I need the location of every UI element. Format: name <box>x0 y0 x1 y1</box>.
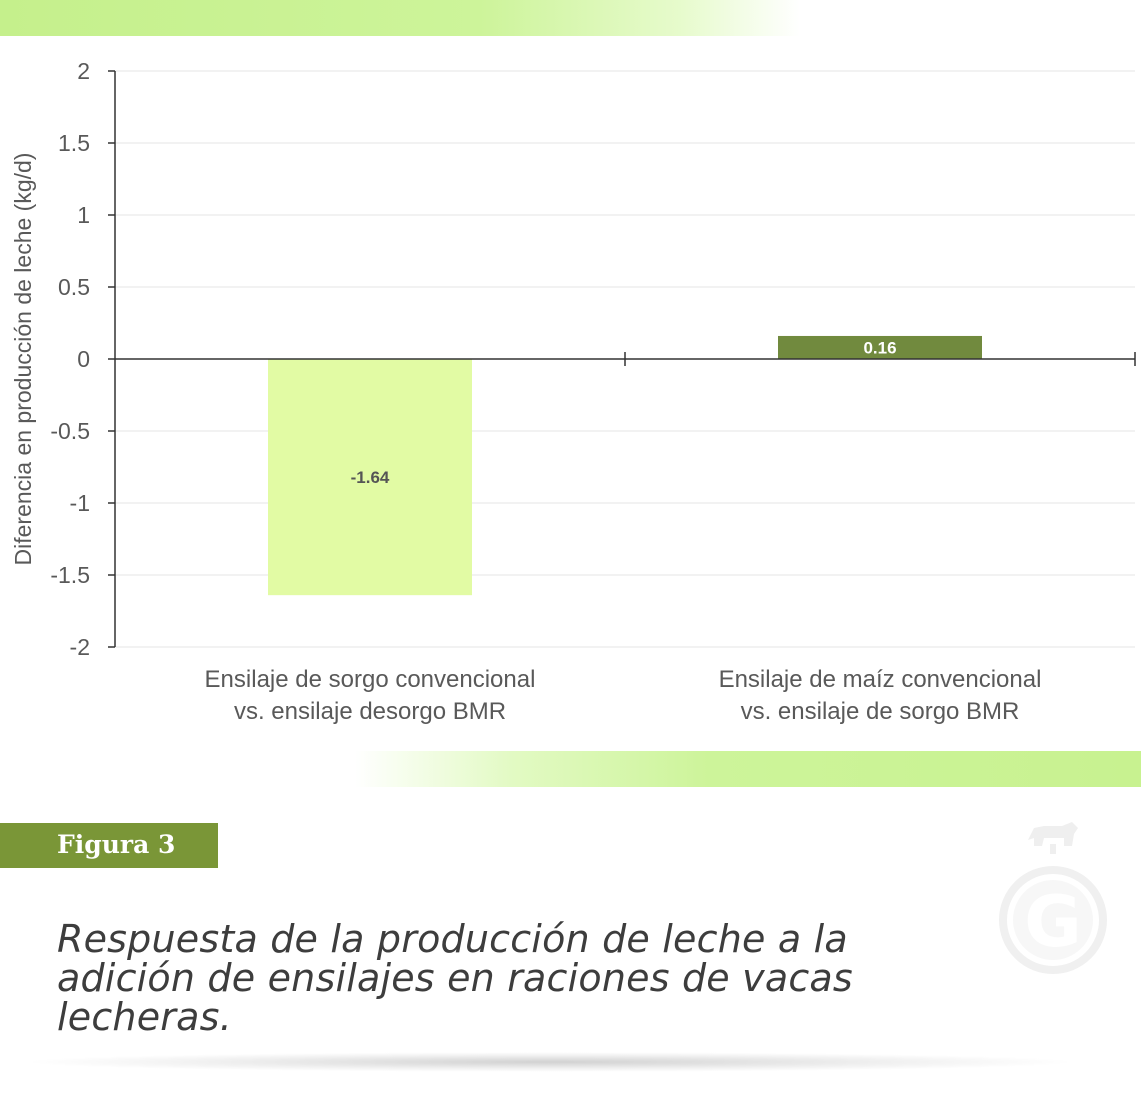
caption-shadow <box>20 1052 1080 1072</box>
caption-line: lecheras. <box>57 995 232 1039</box>
bar <box>268 359 472 596</box>
figure-caption: Respuesta de la producción de leche a la… <box>57 920 957 1037</box>
caption-line: adición de ensilajes en raciones de vaca… <box>57 956 853 1000</box>
axes <box>108 70 1136 648</box>
x-category-label: Ensilaje de sorgo convencional <box>205 666 536 693</box>
middle-decorative-band <box>355 751 1141 787</box>
x-category-label: Ensilaje de maíz convencional <box>719 666 1042 693</box>
y-tick-label: -1.5 <box>50 562 90 588</box>
y-tick-label: 1.5 <box>58 130 90 156</box>
y-tick-label: -2 <box>70 634 90 660</box>
figure-tag-label: Figura 3 <box>57 830 176 859</box>
logo-letter: G <box>1024 881 1081 963</box>
logo-g-icon: G <box>999 822 1107 974</box>
bars <box>268 335 982 596</box>
x-category-label: vs. ensilaje de sorgo BMR <box>741 698 1020 725</box>
y-tick-label: 1 <box>77 202 90 228</box>
data-label: 0.16 <box>863 338 896 357</box>
data-label: -1.64 <box>351 468 390 487</box>
caption-line: Respuesta de la producción de leche a la <box>57 917 848 961</box>
top-decorative-band <box>0 0 800 36</box>
chart-labels: -1.64 0.16 2 1.5 1 0.5 0 -0.5 -1 -1.5 -2 Ensilaje d… <box>10 58 1041 725</box>
y-tick-label: 0.5 <box>58 274 90 300</box>
bar <box>778 335 982 359</box>
y-axis-title: Diferencia en producción de leche (kg/d) <box>10 153 36 566</box>
y-tick-label: -1 <box>70 490 90 516</box>
y-tick-label: 2 <box>77 58 90 84</box>
y-tick-label: -0.5 <box>50 418 90 444</box>
y-tick-label: 0 <box>77 346 90 372</box>
x-category-label: vs. ensilaje desorgo BMR <box>234 698 506 725</box>
bar-chart: -1.64 0.16 2 1.5 1 0.5 0 -0.5 -1 -1.5 -2 Ensilaje d… <box>10 58 1136 725</box>
figure-tag: Figura 3 <box>0 823 218 868</box>
